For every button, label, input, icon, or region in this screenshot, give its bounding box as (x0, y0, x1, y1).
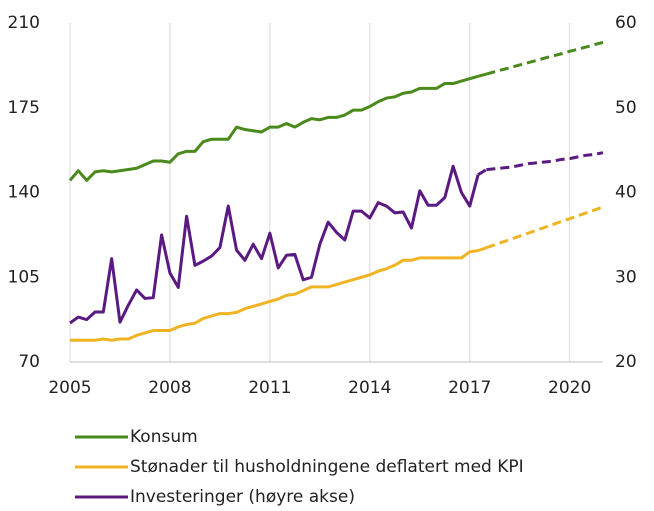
line-connector (477, 168, 488, 176)
line-series (70, 249, 479, 342)
y-tick-label: 70 (18, 352, 40, 372)
y2-tick-label: 20 (615, 352, 637, 372)
x-tick-label: 2005 (48, 378, 91, 398)
legend-label: Konsum (130, 427, 198, 447)
x-tick-label: 2020 (548, 378, 591, 398)
line-connector (477, 246, 487, 253)
legend-label: Investeringer (høyre akse) (130, 487, 355, 507)
line-projection (486, 151, 604, 172)
x-tick-label: 2008 (148, 378, 191, 398)
y-tick-label: 175 (8, 98, 40, 118)
line-series (68, 74, 479, 182)
y-tick-label: 105 (8, 267, 40, 287)
y2-tick-label: 60 (615, 13, 637, 33)
y-tick-label: 140 (8, 183, 40, 203)
y2-tick-label: 30 (615, 267, 637, 287)
legend-label: Stønader til husholdningene deflatert me… (130, 457, 524, 477)
y2-tick-label: 40 (615, 183, 637, 203)
line-projection (485, 205, 604, 250)
line-projection (485, 40, 604, 76)
line-connector (477, 72, 487, 78)
y-tick-label: 210 (8, 13, 40, 33)
line-series (69, 164, 480, 325)
x-tick-label: 2011 (248, 378, 291, 398)
x-tick-label: 2017 (448, 378, 491, 398)
x-tick-label: 2014 (348, 378, 391, 398)
y2-tick-label: 50 (615, 98, 637, 118)
